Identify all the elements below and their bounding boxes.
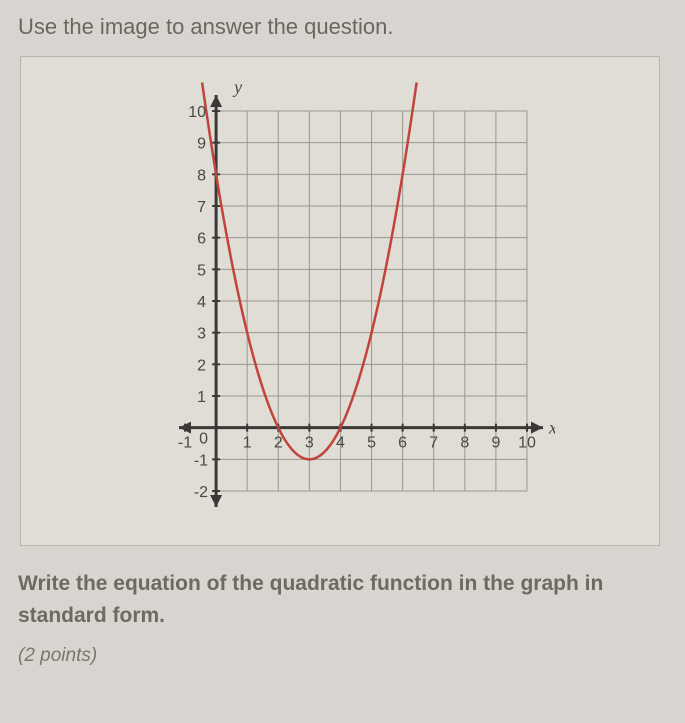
svg-text:3: 3 — [197, 326, 206, 343]
svg-text:x: x — [548, 418, 555, 438]
question-line1: Write the equation of the quadratic func… — [18, 572, 603, 595]
svg-text:4: 4 — [336, 435, 345, 452]
svg-text:-1: -1 — [178, 435, 192, 452]
svg-text:6: 6 — [398, 435, 407, 452]
svg-text:y: y — [232, 81, 242, 97]
svg-text:7: 7 — [197, 199, 206, 216]
instruction-text: Use the image to answer the question. — [18, 14, 667, 40]
svg-text:9: 9 — [197, 136, 206, 153]
svg-text:-2: -2 — [194, 484, 208, 501]
graph-area: 109876543210-1-2-112345678910yx — [125, 81, 555, 521]
svg-text:-1: -1 — [194, 452, 208, 469]
svg-text:9: 9 — [491, 435, 500, 452]
svg-text:8: 8 — [460, 435, 469, 452]
svg-text:2: 2 — [197, 357, 206, 374]
points-label: (2 points) — [18, 645, 667, 667]
svg-text:7: 7 — [429, 435, 438, 452]
svg-text:4: 4 — [197, 294, 206, 311]
question-line2: standard form. — [18, 604, 165, 627]
graph-frame: 109876543210-1-2-112345678910yx — [20, 56, 660, 546]
svg-text:2: 2 — [274, 435, 283, 452]
svg-text:0: 0 — [199, 431, 208, 448]
svg-text:1: 1 — [197, 389, 206, 406]
svg-text:10: 10 — [518, 435, 536, 452]
page-container: Use the image to answer the question. 10… — [0, 0, 685, 681]
svg-text:8: 8 — [197, 167, 206, 184]
svg-text:5: 5 — [197, 262, 206, 279]
question-text: Write the equation of the quadratic func… — [18, 568, 667, 631]
svg-text:6: 6 — [197, 231, 206, 248]
svg-text:1: 1 — [243, 435, 252, 452]
chart-svg: 109876543210-1-2-112345678910yx — [125, 81, 555, 521]
svg-text:10: 10 — [188, 104, 206, 121]
svg-text:5: 5 — [367, 435, 376, 452]
svg-text:3: 3 — [305, 435, 314, 452]
